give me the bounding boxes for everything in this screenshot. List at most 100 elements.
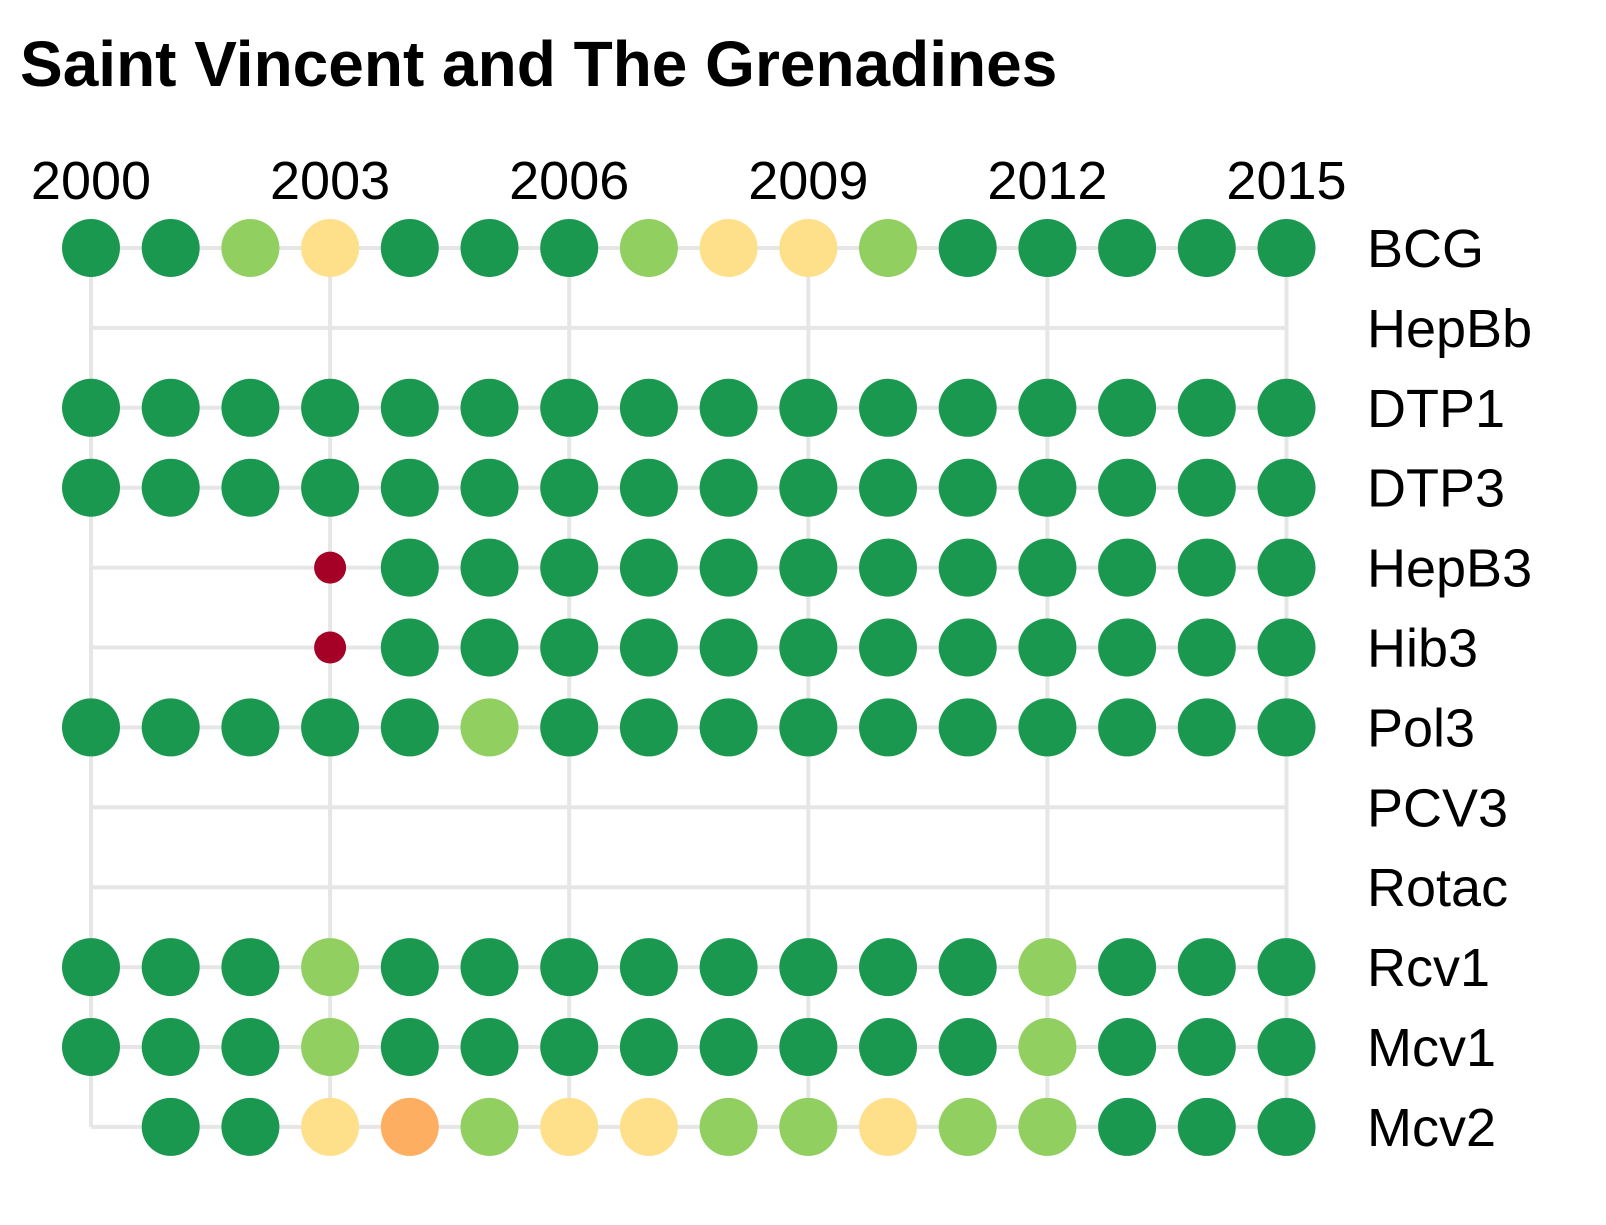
data-dot <box>380 458 439 517</box>
data-dot <box>62 458 120 517</box>
data-dot <box>301 219 360 277</box>
data-dot <box>1018 1018 1077 1076</box>
data-dot <box>460 698 519 757</box>
data-dot <box>938 938 997 997</box>
data-dot <box>1098 698 1157 757</box>
data-dot <box>779 538 838 597</box>
x-tick-label: 2015 <box>1226 151 1346 211</box>
data-dot <box>540 938 599 997</box>
data-dot <box>699 1018 758 1076</box>
data-dot <box>221 1018 280 1076</box>
data-dot <box>1098 538 1157 597</box>
data-dot <box>460 1097 519 1156</box>
data-dot <box>221 458 280 517</box>
grid-lines <box>89 246 1289 1129</box>
data-dot <box>314 631 347 664</box>
data-dot <box>1257 538 1316 597</box>
data-dot <box>1098 1097 1157 1156</box>
data-dot <box>221 378 280 437</box>
data-dot <box>699 458 758 517</box>
data-dot <box>779 378 838 437</box>
data-dot <box>619 458 678 517</box>
row-labels: BCG HepBb DTP1 DTP3 HepB3 Hib3 Pol3 PCV3 Rotac Rc… <box>1367 219 1532 1158</box>
data-dot <box>619 938 678 997</box>
data-dot <box>1098 219 1157 277</box>
data-dot <box>1098 378 1157 437</box>
row-label: Mcv2 <box>1367 1098 1496 1158</box>
data-dot <box>540 618 599 677</box>
data-dot <box>699 378 758 437</box>
data-dot <box>699 538 758 597</box>
data-dot <box>1177 219 1236 277</box>
data-dot <box>938 698 997 757</box>
data-dot <box>380 698 439 757</box>
data-dot <box>1018 938 1077 997</box>
x-tick-label: 2012 <box>987 151 1107 211</box>
data-dot <box>141 378 200 437</box>
data-dot <box>699 938 758 997</box>
data-dot <box>1177 538 1236 597</box>
data-dot <box>1098 458 1157 517</box>
data-dot <box>460 538 519 597</box>
data-dots <box>62 219 1316 1156</box>
data-dot <box>938 618 997 677</box>
data-dot <box>1098 938 1157 997</box>
data-dot <box>460 458 519 517</box>
data-dot <box>1177 618 1236 677</box>
row-label: PCV3 <box>1367 778 1508 838</box>
data-dot <box>859 378 917 437</box>
data-dot <box>460 219 519 277</box>
data-dot <box>619 219 678 277</box>
data-dot <box>938 378 997 437</box>
row-label: HepB3 <box>1367 539 1532 599</box>
data-dot <box>1257 219 1316 277</box>
data-dot <box>938 458 997 517</box>
data-dot <box>540 538 599 597</box>
data-dot <box>1177 378 1236 437</box>
data-dot <box>699 219 758 277</box>
row-label: Hib3 <box>1367 619 1478 679</box>
data-dot <box>1257 618 1316 677</box>
data-dot <box>62 219 120 277</box>
row-label: Rotac <box>1367 858 1508 918</box>
data-dot <box>301 938 360 997</box>
data-dot <box>779 1097 838 1156</box>
data-dot <box>619 1097 678 1156</box>
data-dot <box>301 698 360 757</box>
data-dot <box>779 219 838 277</box>
data-dot <box>380 618 439 677</box>
data-dot <box>699 698 758 757</box>
data-dot <box>141 1097 200 1156</box>
data-dot <box>699 618 758 677</box>
row-label: Mcv1 <box>1367 1018 1496 1078</box>
data-dot <box>380 938 439 997</box>
data-dot <box>1177 458 1236 517</box>
data-dot <box>460 938 519 997</box>
x-tick-label: 2003 <box>270 151 390 211</box>
data-dot <box>1018 458 1077 517</box>
data-dot <box>301 1018 360 1076</box>
data-dot <box>1257 378 1316 437</box>
data-dot <box>221 698 280 757</box>
data-dot <box>314 551 347 584</box>
data-dot <box>460 1018 519 1076</box>
data-dot <box>141 938 200 997</box>
data-dot <box>141 698 200 757</box>
data-dot <box>938 1097 997 1156</box>
data-dot <box>619 618 678 677</box>
x-tick-label: 2000 <box>31 151 151 211</box>
data-dot <box>540 698 599 757</box>
data-dot <box>540 458 599 517</box>
data-dot <box>859 1097 917 1156</box>
data-dot <box>619 378 678 437</box>
data-dot <box>1018 618 1077 677</box>
data-dot <box>1177 698 1236 757</box>
row-label: DTP3 <box>1367 459 1505 519</box>
data-dot <box>301 458 360 517</box>
data-dot <box>938 538 997 597</box>
data-dot <box>221 219 280 277</box>
data-dot <box>301 378 360 437</box>
data-dot <box>859 618 917 677</box>
data-dot <box>1177 1097 1236 1156</box>
data-dot <box>619 698 678 757</box>
